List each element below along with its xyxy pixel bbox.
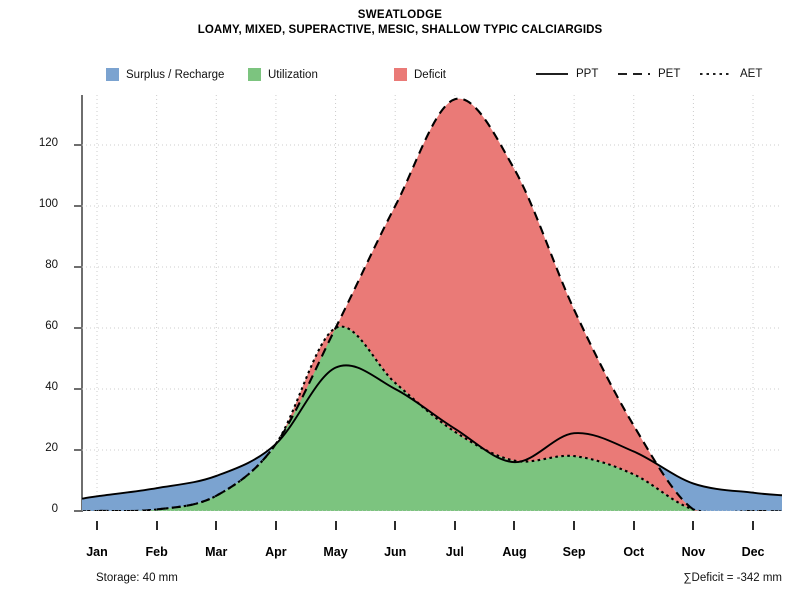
x-tick-label-dec: Dec [741, 545, 765, 559]
x-tick-label-jan: Jan [86, 545, 108, 559]
x-tick [394, 521, 397, 530]
y-tick [74, 205, 81, 207]
y-tick [74, 449, 81, 451]
legend-label-utilization: Utilization [268, 68, 318, 81]
deficit-sum-annotation: ∑Deficit = -342 mm [683, 572, 782, 584]
y-tick-label-120: 120 [38, 137, 58, 149]
y-tick [74, 327, 81, 329]
band-surplus-recharge-winter [82, 443, 276, 511]
y-tick-label-0: 0 [51, 503, 58, 515]
x-tick-label-nov: Nov [681, 545, 706, 559]
legend-line-pet [617, 68, 651, 80]
band-surplus-recharge-autumn [656, 463, 782, 511]
x-tick [274, 521, 277, 530]
y-tick-label-40: 40 [45, 381, 58, 393]
y-axis-line [81, 95, 83, 512]
legend-item-surplus-recharge: Surplus / Recharge [106, 68, 224, 81]
chart-title-block: SWEATLODGE LOAMY, MIXED, SUPERACTIVE, ME… [0, 8, 800, 38]
legend-line-ppt [535, 68, 569, 80]
series-line-pet [82, 97, 782, 511]
y-tick-label-100: 100 [38, 198, 58, 210]
plot-area [82, 95, 782, 511]
x-tick [155, 521, 158, 530]
legend-item-deficit: Deficit [394, 68, 446, 81]
y-tick-label-60: 60 [45, 320, 58, 332]
legend-swatch-utilization [248, 68, 261, 81]
x-tick [96, 521, 98, 530]
chart-legend: Surplus / Recharge Utilization Deficit P… [0, 68, 800, 86]
x-tick [752, 521, 755, 530]
x-tick-label-may: May [323, 545, 348, 559]
x-tick [632, 521, 635, 530]
legend-item-utilization: Utilization [248, 68, 318, 81]
band-utilization [82, 326, 782, 511]
legend-item-pet: PET [617, 68, 680, 80]
x-tick [513, 521, 516, 530]
legend-swatch-deficit [394, 68, 407, 81]
legend-swatch-surplus-recharge [106, 68, 119, 81]
band-deficit [97, 98, 753, 511]
x-tick-label-jun: Jun [384, 545, 407, 559]
legend-label-deficit: Deficit [414, 68, 446, 81]
legend-item-aet: AET [699, 68, 762, 80]
legend-label-pet: PET [658, 68, 681, 80]
chart-title: SWEATLODGE [357, 9, 443, 21]
chart-subtitle: LOAMY, MIXED, SUPERACTIVE, MESIC, SHALLO… [197, 24, 603, 36]
x-tick-label-sep: Sep [562, 545, 586, 559]
y-tick-label-20: 20 [45, 442, 58, 454]
x-tick-label-oct: Oct [623, 545, 645, 559]
y-tick [74, 510, 81, 512]
x-tick-label-apr: Apr [265, 545, 287, 559]
y-tick [74, 266, 81, 268]
series-line-ppt [82, 364, 782, 500]
x-tick [692, 521, 695, 530]
x-tick [334, 521, 337, 530]
x-tick [573, 521, 576, 530]
x-tick-label-feb: Feb [145, 545, 168, 559]
x-tick [215, 521, 218, 530]
legend-label-ppt: PPT [576, 68, 599, 80]
grid-lines [82, 95, 782, 511]
x-tick-label-mar: Mar [205, 545, 228, 559]
series-line-aet [82, 325, 782, 511]
y-tick [74, 388, 81, 390]
legend-line-aet [699, 68, 733, 80]
y-tick-label-80: 80 [45, 259, 58, 271]
legend-item-ppt: PPT [535, 68, 598, 80]
x-tick-label-jul: Jul [445, 545, 464, 559]
y-tick [74, 144, 81, 146]
legend-label-aet: AET [740, 68, 763, 80]
x-tick [453, 521, 456, 530]
storage-annotation: Storage: 40 mm [96, 572, 178, 584]
x-tick-label-aug: Aug [502, 545, 527, 559]
legend-label-surplus-recharge: Surplus / Recharge [126, 68, 225, 81]
